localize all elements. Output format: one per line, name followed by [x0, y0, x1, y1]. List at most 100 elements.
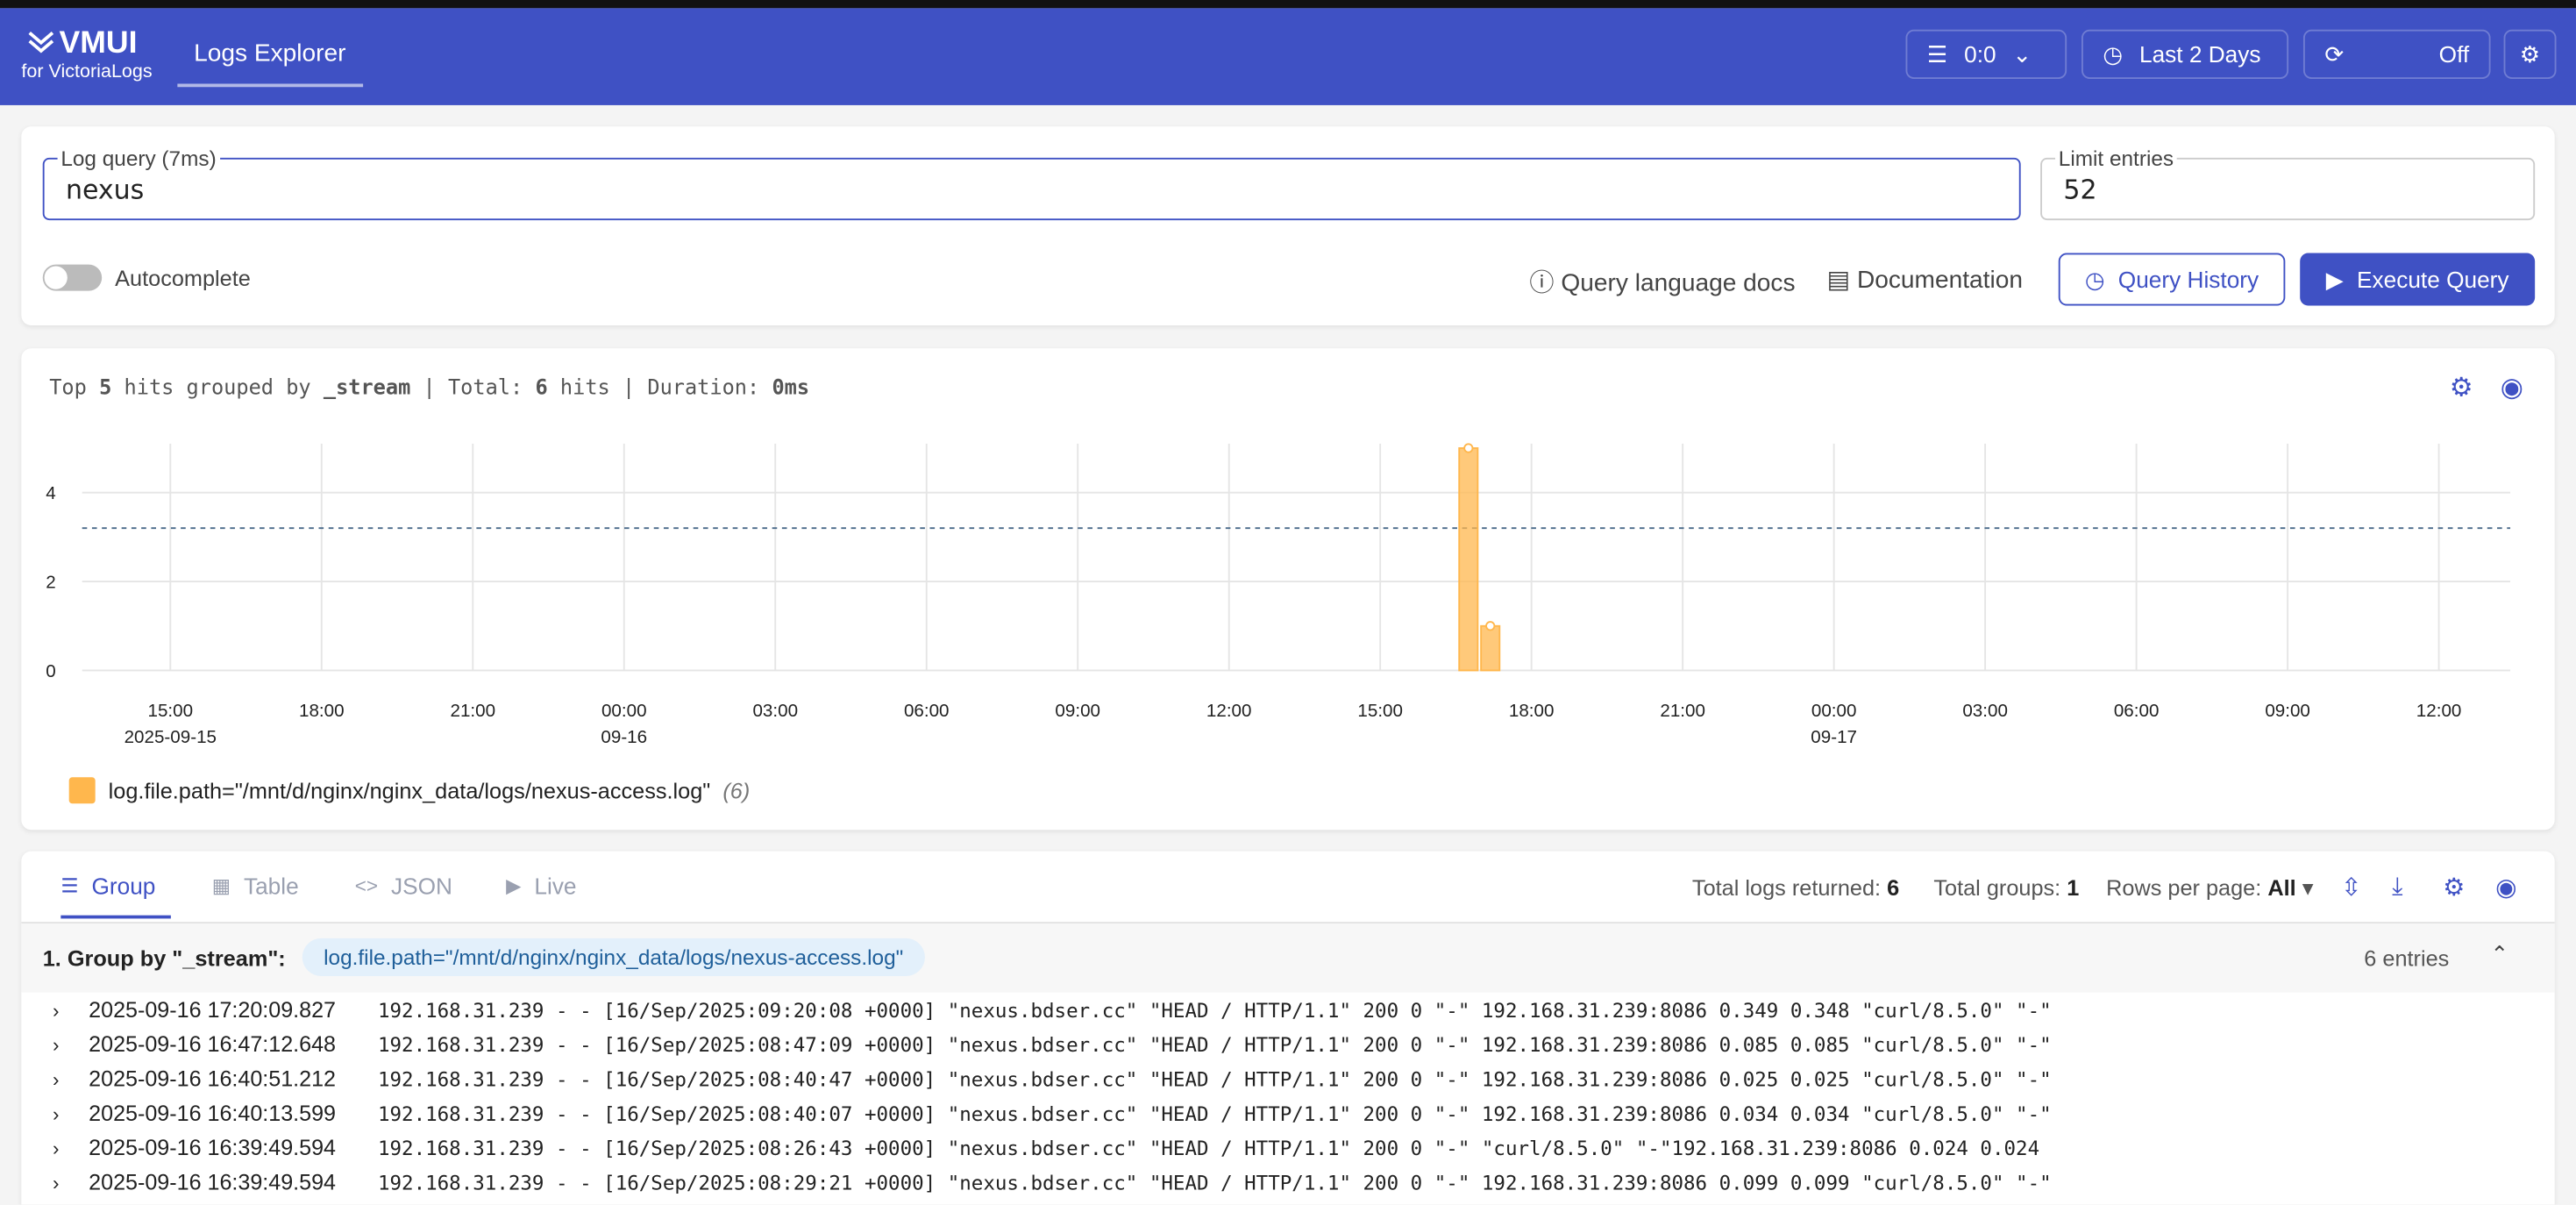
rows-per-page[interactable]: Rows per page: All ▾	[2106, 875, 2314, 901]
autocomplete-label: Autocomplete	[115, 266, 251, 291]
autocomplete-toggle[interactable]	[42, 264, 103, 291]
expand-icon: ›	[52, 1066, 60, 1091]
log-row[interactable]: › 2025-09-16 16:47:12.648 192.168.31.239 -…	[49, 1027, 2052, 1061]
group-entries: 6 entries	[2364, 946, 2450, 972]
query-input[interactable]: Log query (7ms) nexus	[42, 146, 2021, 221]
execute-button[interactable]: ▶ Execute Query	[2300, 253, 2536, 306]
tab-icon: ▦	[211, 873, 231, 898]
tab-icon: ▶	[506, 873, 522, 898]
header: VMUI for VictoriaLogs Logs Explorer ☰ 0:0…	[0, 8, 2576, 105]
expand-icon: ›	[52, 998, 60, 1022]
tab-label: Group	[91, 872, 156, 899]
collapse-button[interactable]: ⇳	[2341, 873, 2362, 902]
stats-grouped: hits grouped by	[124, 374, 311, 400]
tenant: 0:0	[1964, 40, 1996, 68]
results-visibility[interactable]: ◉	[2495, 873, 2517, 902]
results-card: Total logs returned: 6 Total groups: 1 R…	[21, 851, 2555, 1205]
log-row[interactable]: › 2025-09-16 16:39:49.594 192.168.31.239 -…	[49, 1165, 2052, 1199]
query-history-button[interactable]: ◷ Query History	[2058, 253, 2286, 306]
result-tab[interactable]: ☰ Group	[60, 872, 171, 919]
log-time: 2025-09-16 16:39:49.594	[89, 1135, 337, 1160]
stats-line: Top 5 hits grouped by _stream | Total: 6…	[49, 374, 809, 399]
logo: VMUI	[59, 25, 138, 61]
limit-input[interactable]: Limit entries 52	[2040, 146, 2536, 221]
stats-field: _stream	[323, 374, 411, 400]
query-card: Log query (7ms) nexus Limit entries 52 A…	[21, 126, 2555, 325]
log-message: 192.168.31.239 - - [16/Sep/2025:08:40:07…	[377, 1102, 2052, 1125]
tab-label: Live	[534, 872, 577, 899]
chart-visibility[interactable]: ◉	[2500, 374, 2523, 403]
chevron: ⌄	[2012, 39, 2032, 67]
expand-icon: ›	[52, 1102, 60, 1125]
stack-icon: ☰	[1926, 39, 1948, 67]
tab-label: Table	[243, 872, 299, 899]
result-tab[interactable]: ▦ Table	[212, 873, 299, 899]
stats-hits: hits | Duration:	[559, 374, 760, 400]
chart-card: Top 5 hits grouped by _stream | Total: 6…	[21, 348, 2555, 831]
history-icon: ◷	[2084, 265, 2105, 292]
log-time: 2025-09-16 17:20:09.827	[89, 997, 337, 1023]
groups-count: Total groups: 1	[1933, 876, 2079, 901]
tenant-select[interactable]: ☰ 0:0 ⌄	[1905, 29, 2067, 79]
groups-value: 1	[2067, 875, 2080, 901]
legend-swatch[interactable]	[68, 777, 96, 804]
stats-top-prefix: Top	[49, 374, 87, 400]
logo-icon	[28, 32, 54, 53]
clock-icon: ◷	[2103, 39, 2124, 67]
tab-icon: <>	[354, 873, 378, 898]
expand-icon: ›	[52, 1032, 60, 1056]
logo-sub: for VictoriaLogs	[21, 62, 153, 82]
time-range-text: Last 2 Days	[2138, 40, 2261, 68]
query-value: nexus	[65, 174, 145, 206]
settings-button[interactable]: ⚙	[2503, 29, 2557, 79]
docs-link[interactable]: ⓘ Query language docs	[1529, 269, 1796, 298]
download-button[interactable]: ⤓	[2392, 872, 2403, 901]
query-label: Log query (7ms)	[57, 146, 220, 171]
refresh-select[interactable]: ⟳ Off	[2302, 29, 2491, 79]
logs-returned-value: 6	[1887, 875, 1900, 901]
refresh: Off	[2438, 40, 2470, 68]
log-row[interactable]: › 2025-09-16 17:20:09.827 192.168.31.239 -…	[49, 993, 2052, 1027]
stats-duration: 0ms	[772, 374, 810, 400]
log-row[interactable]: › 2025-09-16 16:40:13.599 192.168.31.239 -…	[49, 1096, 2052, 1130]
logs-returned-label: Total logs returned:	[1691, 875, 1882, 901]
results-settings[interactable]: ⚙	[2443, 873, 2466, 902]
group-collapse[interactable]: ⌃	[2490, 941, 2508, 966]
expand-icon: ›	[52, 1171, 60, 1194]
log-message: 192.168.31.239 - - [16/Sep/2025:09:20:08…	[377, 998, 2052, 1022]
tab-logs-explorer[interactable]: Logs Explorer	[177, 39, 363, 88]
history-text: Query History	[2117, 266, 2259, 293]
group-title: 1. Group by "_stream":	[42, 946, 286, 972]
legend-count: (6)	[722, 779, 751, 804]
log-time: 2025-09-16 16:47:12.648	[89, 1031, 337, 1057]
docs-text: Query language docs	[1561, 269, 1796, 298]
play-icon: ▶	[2325, 265, 2345, 292]
stats-total: 6	[535, 374, 548, 400]
log-row[interactable]: › 2025-09-16 16:39:49.594 192.168.31.239 -…	[49, 1130, 2039, 1165]
top-strip	[0, 0, 2576, 9]
refresh-icon: ⟳	[2324, 39, 2345, 67]
log-row[interactable]: › 2025-09-16 16:40:51.212 192.168.31.239 -…	[49, 1061, 2052, 1095]
legend-entry[interactable]: log.file.path="/mnt/d/nginx/nginx_data/l…	[109, 779, 751, 803]
limit-label: Limit entries	[2055, 146, 2177, 171]
log-message: 192.168.31.239 - - [16/Sep/2025:08:29:21…	[377, 1171, 2052, 1194]
chart-settings[interactable]: ⚙	[2449, 374, 2473, 403]
logs-returned: Total logs returned: 6	[1692, 876, 1899, 901]
log-time: 2025-09-16 16:40:13.599	[89, 1101, 337, 1126]
documentation-link[interactable]: ▤ Documentation	[1826, 266, 2024, 295]
group-value[interactable]: log.file.path="/mnt/d/nginx/nginx_data/l…	[302, 938, 925, 976]
execute-text: Execute Query	[2356, 266, 2509, 293]
result-tab[interactable]: <> JSON	[355, 873, 452, 899]
time-range[interactable]: ◷ Last 2 Days	[2081, 29, 2289, 79]
log-time: 2025-09-16 16:40:51.212	[89, 1066, 337, 1092]
stats-total-prefix: | Total:	[423, 374, 523, 400]
result-tab[interactable]: ▶ Live	[506, 873, 576, 899]
tab-icon: ☰	[60, 873, 79, 898]
tab-label: JSON	[390, 872, 452, 899]
legend-label: log.file.path="/mnt/d/nginx/nginx_data/l…	[108, 779, 711, 804]
log-message: 192.168.31.239 - - [16/Sep/2025:08:47:09…	[377, 1032, 2052, 1056]
log-message: 192.168.31.239 - - [16/Sep/2025:08:26:43…	[377, 1136, 2040, 1159]
tabs-divider	[21, 922, 2555, 924]
rows-value: All	[2267, 875, 2296, 901]
